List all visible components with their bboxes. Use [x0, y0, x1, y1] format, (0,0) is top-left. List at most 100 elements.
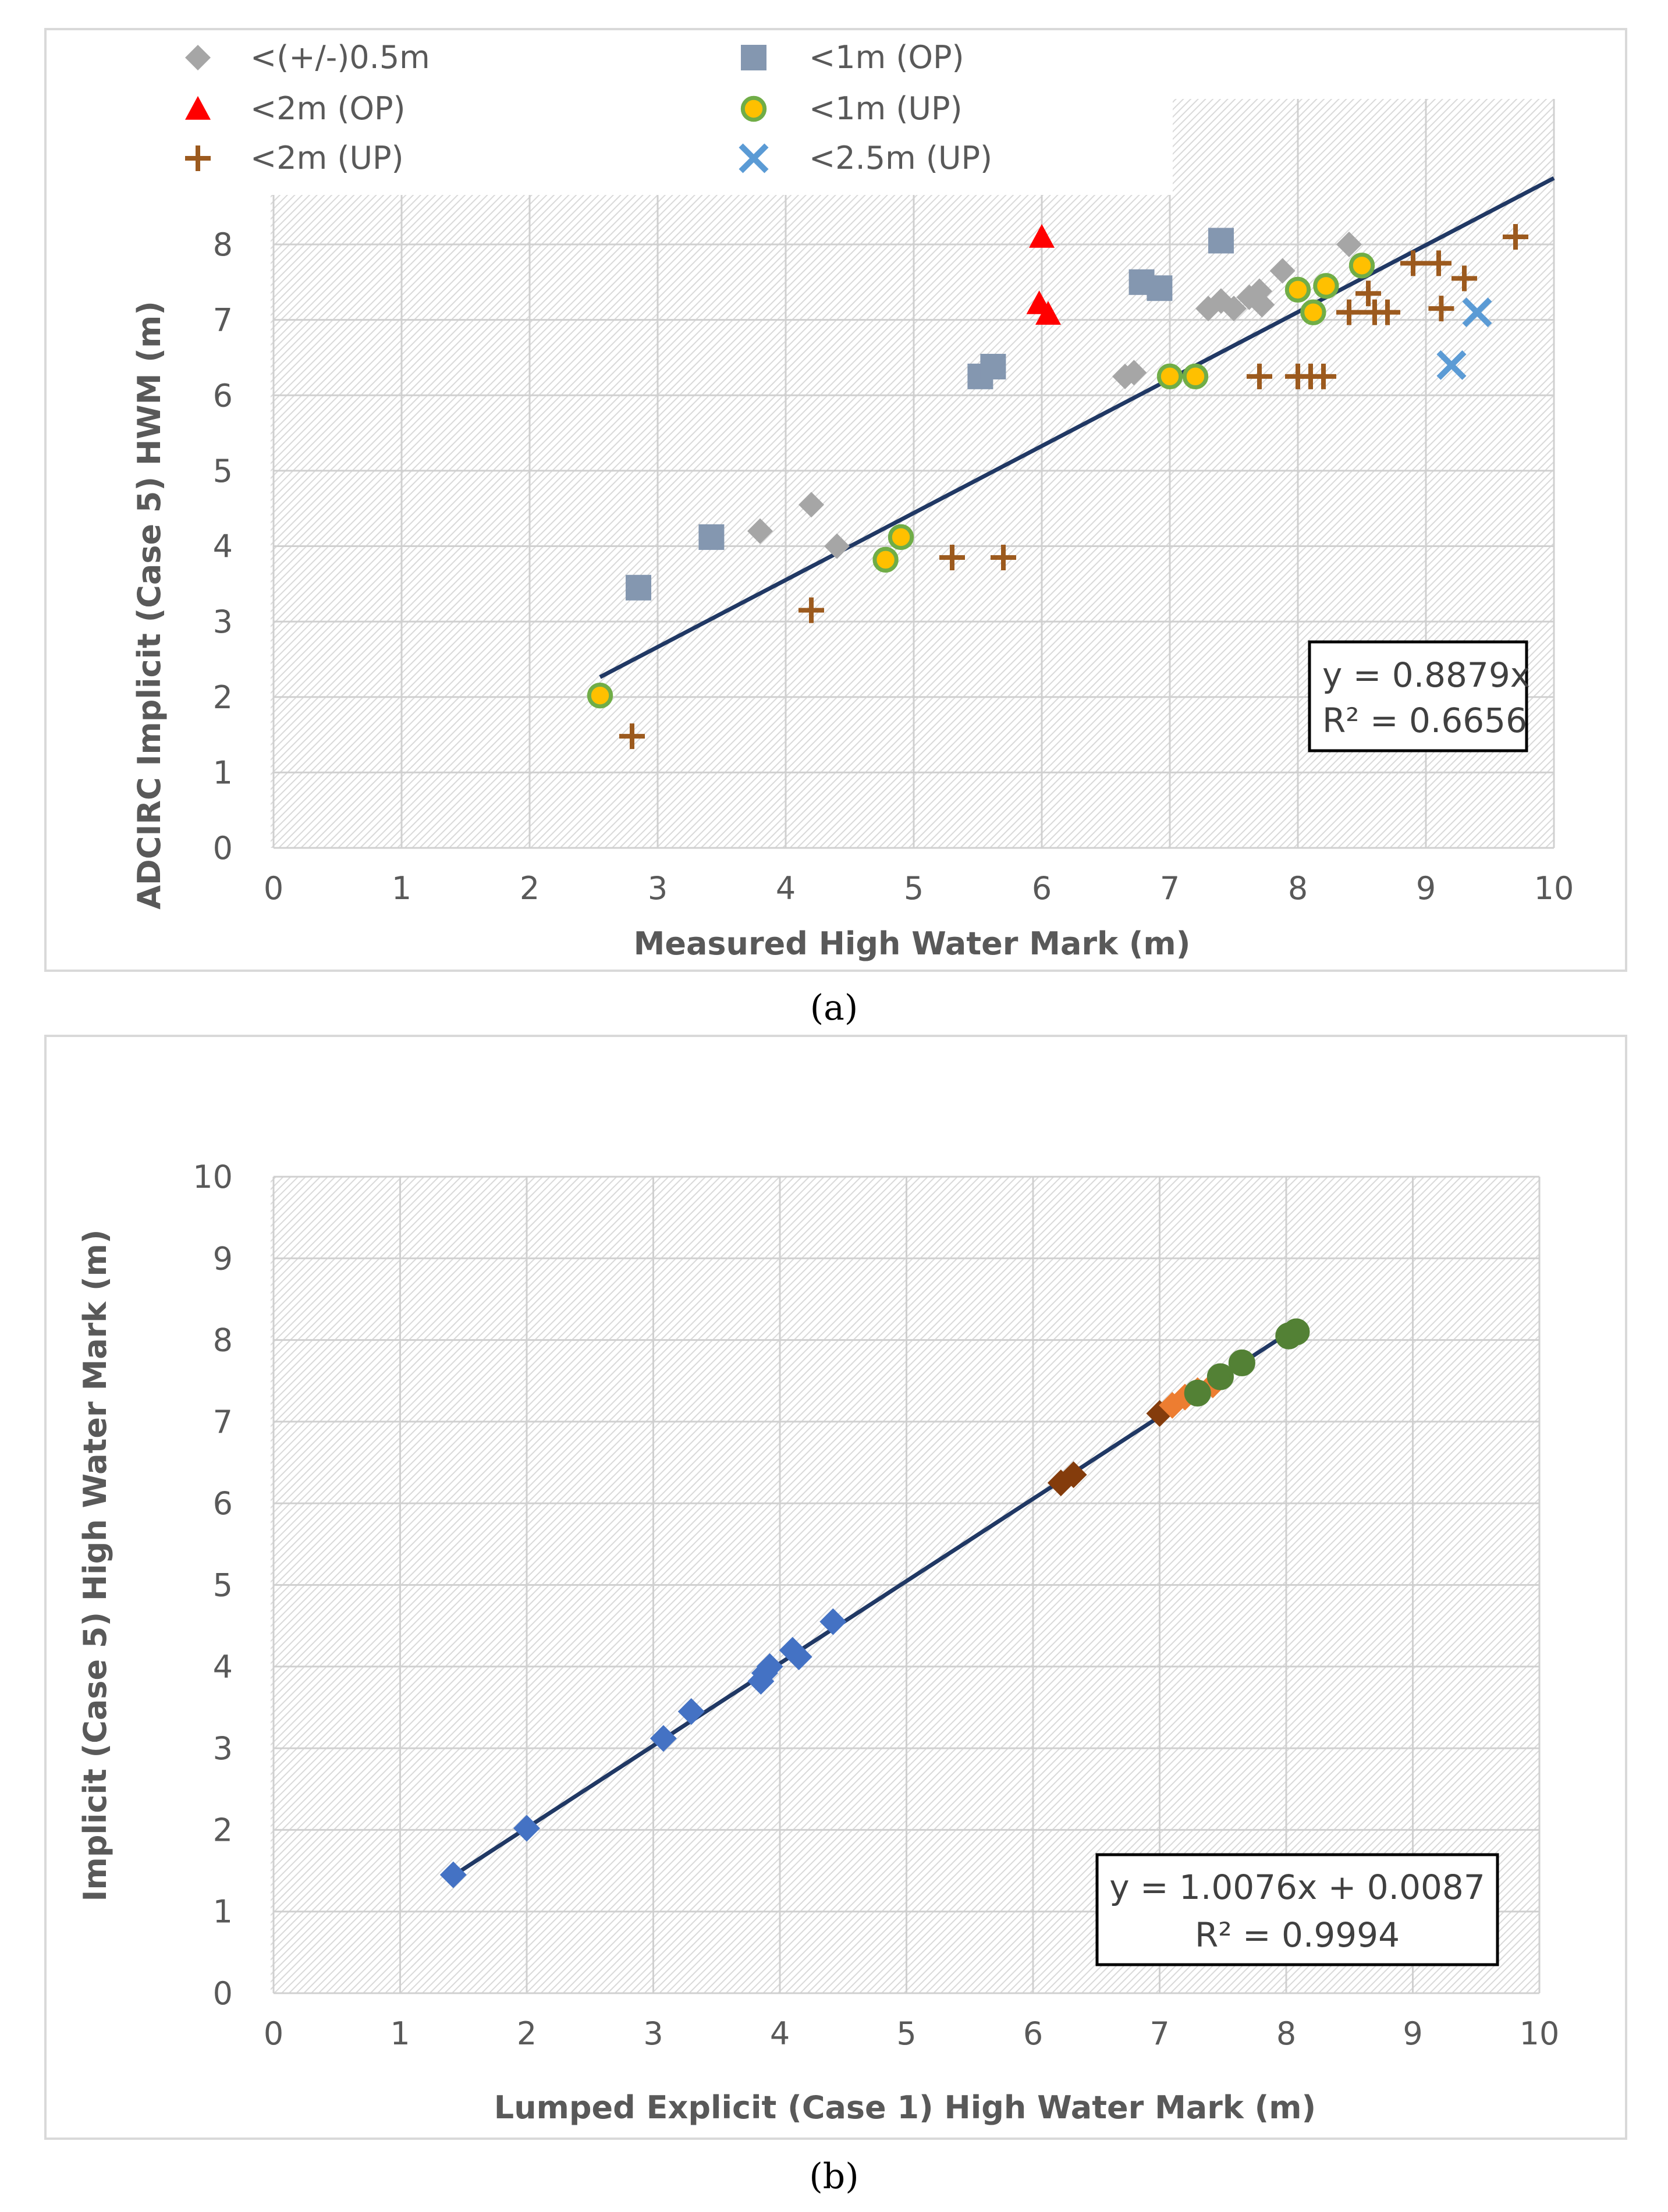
- chart-b-point: [1206, 1363, 1234, 1390]
- chart-b-equation-box: y = 1.0076x + 0.0087 R² = 0.9994: [1095, 1853, 1499, 1966]
- chart-a-point: [1247, 363, 1272, 389]
- chart-a-point: [888, 524, 914, 551]
- chart-b-y-tick-label: 2: [213, 1812, 233, 1848]
- chart-a-point: [1451, 265, 1477, 292]
- chart-a-point: [1313, 273, 1339, 299]
- chart-a-y-tick-label: 5: [213, 453, 233, 489]
- chart-b-x-tick-label: 10: [1520, 2015, 1560, 2052]
- chart-b: 0 1 2 3 4 5 6 7 8 9 10 0 1 2 3 4 5 6 7 8 9 10 y = 1.0076x + 0…: [44, 1035, 1627, 2140]
- chart-b-point: [1283, 1318, 1310, 1345]
- chart-b-x-tick-label: 3: [643, 2015, 663, 2052]
- chart-a-legend-item: <1m (OP): [741, 39, 964, 76]
- chart-a-equation-box: y = 0.8879x R² = 0.6656: [1308, 640, 1530, 752]
- chart-a-point: [1336, 299, 1362, 325]
- chart-b-series-0: [439, 1608, 847, 1888]
- chart-b-caption: (b): [809, 2156, 858, 2197]
- chart-a-legend-item: <2m (UP): [185, 140, 404, 176]
- chart-a-legend-label: <1m (UP): [809, 90, 963, 127]
- chart-a-caption: (a): [810, 988, 858, 1028]
- chart-b-y-tick-label: 10: [193, 1159, 233, 1195]
- chart-a-x-tick-label: 3: [648, 870, 668, 907]
- chart-b-x-tick-label: 9: [1403, 2015, 1422, 2052]
- chart-a-legend-label: <2m (UP): [250, 140, 404, 176]
- chart-a-legend-marker: [740, 95, 767, 122]
- chart-b-x-tick-label: 7: [1149, 2015, 1169, 2052]
- chart-b-y-tick-label: 5: [213, 1567, 233, 1604]
- chart-a-legend-label: <2.5m (UP): [809, 140, 992, 176]
- chart-b-tick-labels: 0 1 2 3 4 5 6 7 8 9 10 0 1 2 3 4 5 6 7 8 9 10: [193, 1159, 1559, 2052]
- chart-a-x-tick-label: 7: [1160, 870, 1180, 907]
- chart-a-legend-label: <1m (OP): [809, 39, 964, 76]
- chart-a-legend-item: <(+/-)0.5m: [185, 39, 430, 76]
- chart-a-y-tick-label: 2: [213, 679, 233, 716]
- chart-b-x-tick-label: 5: [896, 2015, 916, 2052]
- chart-a-series-0: [747, 232, 1362, 559]
- chart-a: 0 1 2 3 4 5 6 7 8 9 10 0 1 2 3 4 5 6 7 8 <(+/-)0.5m <1m (OP)…: [44, 28, 1627, 972]
- chart-a-point: [747, 518, 773, 544]
- chart-a-point: [824, 533, 850, 559]
- chart-a-point: [1147, 275, 1173, 301]
- chart-a-point: [980, 353, 1006, 379]
- chart-a-series-1: [626, 228, 1234, 601]
- chart-a-x-tick-label: 10: [1534, 870, 1574, 907]
- chart-b-point: [819, 1608, 847, 1635]
- chart-a-equation: y = 0.8879x: [1322, 655, 1530, 695]
- chart-b-equation: y = 1.0076x + 0.0087: [1109, 1867, 1485, 1907]
- chart-a-x-tick-label: 2: [520, 870, 540, 907]
- chart-b-point: [1228, 1349, 1255, 1376]
- chart-b-point: [677, 1698, 705, 1725]
- chart-a-legend-item: <1m (UP): [740, 90, 963, 127]
- chart-a-point: [1035, 301, 1061, 325]
- chart-b-point: [1060, 1461, 1087, 1489]
- chart-a-legend: <(+/-)0.5m <1m (OP) <2m (OP) <1m (UP) <2m (U…: [185, 39, 992, 176]
- chart-a-legend-label: <2m (OP): [250, 90, 406, 127]
- chart-a-series-3: [587, 253, 1375, 709]
- chart-a-tick-labels: 0 1 2 3 4 5 6 7 8 9 10 0 1 2 3 4 5 6 7 8: [213, 226, 1574, 907]
- chart-a-x-tick-label: 8: [1288, 870, 1308, 907]
- chart-a-point: [1221, 296, 1247, 322]
- chart-a-point: [1436, 350, 1467, 380]
- chart-b-x-tick-label: 1: [390, 2015, 410, 2052]
- chart-b-y-tick-label: 4: [213, 1649, 233, 1685]
- chart-a-point: [626, 574, 651, 601]
- chart-a-point: [798, 492, 824, 518]
- chart-b-y-tick-label: 0: [213, 1975, 233, 2012]
- chart-a-x-tick-label: 6: [1032, 870, 1052, 907]
- chart-a-y-tick-label: 7: [213, 302, 233, 339]
- chart-a-x-axis-title: Measured High Water Mark (m): [634, 925, 1191, 962]
- chart-a-legend-item: <2m (OP): [185, 90, 406, 127]
- chart-a-legend-marker: [739, 143, 769, 173]
- chart-b-x-tick-label: 8: [1276, 2015, 1296, 2052]
- chart-a-x-tick-label: 1: [392, 870, 411, 907]
- chart-b-series-3: [1184, 1318, 1310, 1407]
- chart-a-trendline: [599, 176, 1555, 679]
- chart-b-r-squared: R² = 0.9994: [1195, 1915, 1400, 1955]
- chart-b-y-tick-label: 6: [213, 1485, 233, 1522]
- chart-a-legend-bg: [157, 44, 1173, 195]
- chart-a-point: [1503, 224, 1528, 250]
- chart-a-x-tick-label: 0: [264, 870, 283, 907]
- chart-a-r-squared: R² = 0.6656: [1322, 701, 1527, 740]
- chart-b-x-tick-label: 4: [770, 2015, 790, 2052]
- chart-b-y-tick-label: 8: [213, 1322, 233, 1359]
- chart-a-point: [1182, 363, 1209, 390]
- chart-b-points: [439, 1318, 1310, 1888]
- chart-a-series-4: [619, 224, 1528, 750]
- chart-a-gridlines: [272, 99, 1555, 849]
- chart-a-y-tick-label: 0: [213, 830, 233, 867]
- chart-a-legend-marker: [185, 96, 211, 120]
- chart-b-y-tick-label: 1: [213, 1894, 233, 1930]
- chart-a-series-2: [1026, 224, 1061, 325]
- chart-b-x-tick-label: 6: [1023, 2015, 1043, 2052]
- chart-a-legend-marker: [741, 45, 766, 70]
- chart-a-point: [1156, 363, 1183, 390]
- chart-a-point: [872, 546, 899, 573]
- chart-a-y-axis-title: ADCIRC Implicit (Case 5) HWM (m): [131, 301, 168, 910]
- chart-a-y-tick-label: 3: [213, 603, 233, 640]
- chart-a-point: [1462, 297, 1492, 328]
- chart-a-y-tick-label: 8: [213, 226, 233, 263]
- chart-b-y-tick-label: 9: [213, 1240, 233, 1277]
- chart-a-point: [1311, 363, 1336, 389]
- chart-a-point: [798, 597, 824, 623]
